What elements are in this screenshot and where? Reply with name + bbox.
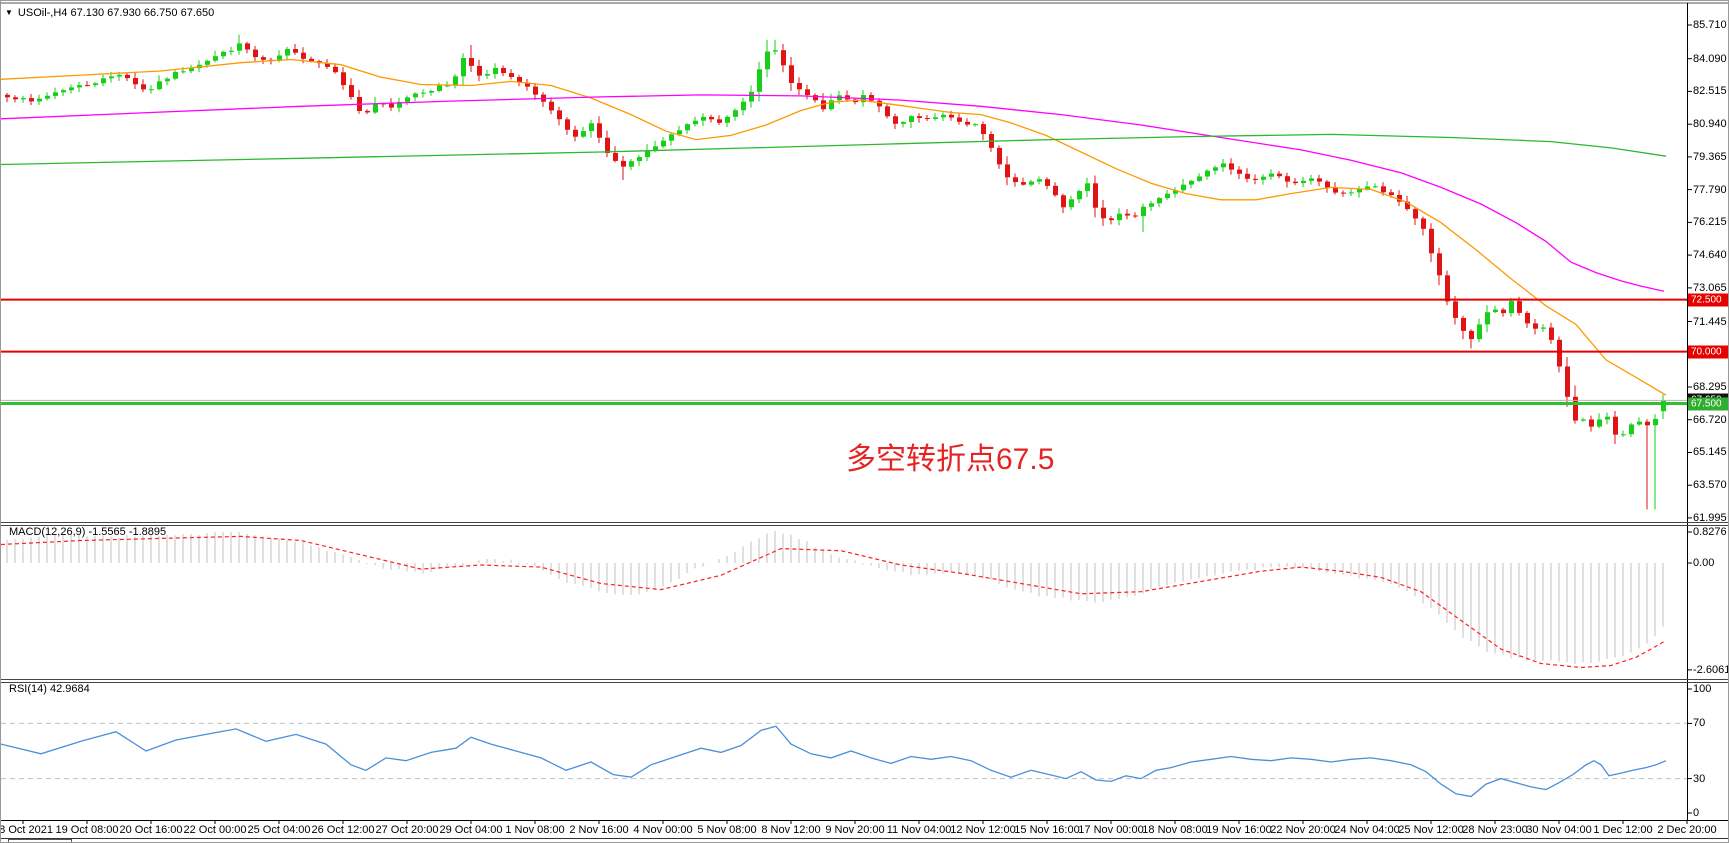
levels-layer [1, 298, 1687, 405]
ma-mid-magenta [1, 94, 1665, 292]
rsi-line [1, 725, 1667, 798]
ma-fast-orange [1, 58, 1667, 396]
ma-slow-green [1, 133, 1667, 166]
macd-signal-line [1, 535, 1667, 669]
rsi-layer [1, 722, 1687, 798]
candles-layer [5, 34, 1666, 510]
moving-averages-layer [1, 58, 1667, 396]
macd-layer [1, 530, 1667, 669]
